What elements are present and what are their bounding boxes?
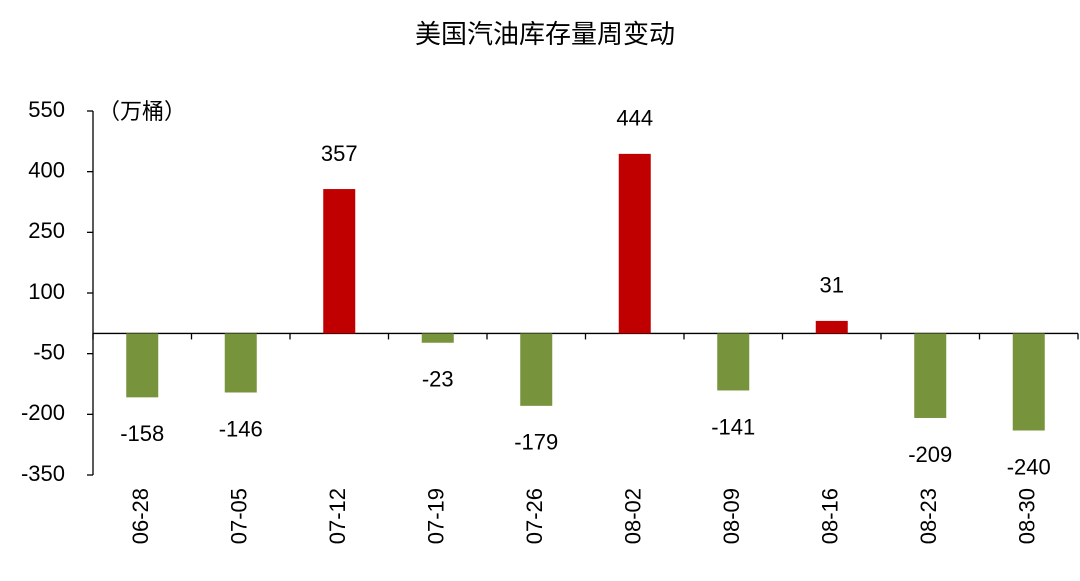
x-tick-label: 08-09 (719, 488, 744, 544)
x-tick-label: 07-05 (227, 488, 252, 544)
value-label: -23 (422, 367, 454, 392)
x-tick-label: 06-28 (128, 488, 153, 544)
bar (520, 333, 553, 406)
bar (717, 333, 750, 391)
x-tick-label: 07-12 (325, 488, 350, 544)
value-label: -146 (219, 416, 263, 441)
y-tick-label: 250 (28, 218, 65, 243)
x-tick-label: 08-30 (1015, 488, 1040, 544)
value-label: -240 (1007, 454, 1051, 479)
bar (421, 333, 454, 343)
y-tick-label: 100 (28, 279, 65, 304)
bar (618, 153, 651, 334)
y-tick-label: 550 (28, 97, 65, 122)
value-label: -158 (120, 421, 164, 446)
x-tick-label: 07-26 (522, 488, 547, 544)
value-label: 357 (321, 141, 358, 166)
bar (1012, 333, 1045, 431)
y-tick-label: -50 (33, 339, 65, 364)
chart-title: 美国汽油库存量周变动 (415, 19, 675, 49)
bar (224, 333, 257, 393)
bar (323, 189, 356, 334)
x-tick-label: 08-02 (621, 488, 646, 544)
y-tick-label: -350 (21, 461, 65, 486)
value-label: -141 (711, 414, 755, 439)
value-label: -209 (908, 442, 952, 467)
x-tick-label: 07-19 (424, 488, 449, 544)
value-label: 444 (616, 106, 653, 131)
bar (914, 333, 947, 418)
value-label: -179 (514, 430, 558, 455)
bar (126, 333, 159, 398)
x-tick-label: 08-16 (818, 488, 843, 544)
y-tick-label: -200 (21, 400, 65, 425)
unit-label: （万桶） (98, 99, 186, 124)
y-tick-label: 400 (28, 157, 65, 182)
x-tick-label: 08-23 (916, 488, 941, 544)
bar (815, 320, 848, 334)
value-label: 31 (820, 273, 844, 298)
